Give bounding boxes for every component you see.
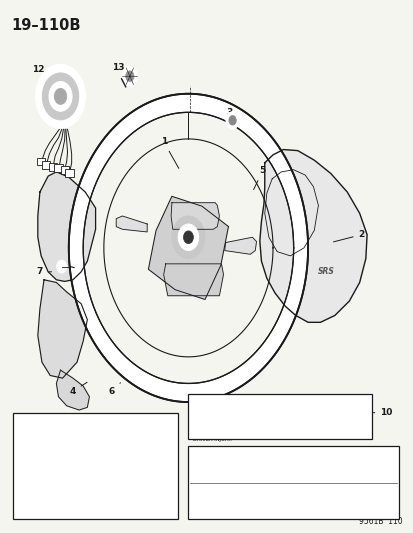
Bar (60, 166, 69, 174)
Polygon shape (69, 94, 307, 402)
Bar (37, 158, 45, 165)
Text: 13: 13 (112, 63, 124, 79)
Bar (54, 165, 62, 172)
Text: xxxxxxxxxxxxxxxxxxxxxxxxxxxxxxxxxxxxxxxxxxxxxxxxxxxxxxx: xxxxxxxxxxxxxxxxxxxxxxxxxxxxxxxxxxxxxxxx… (193, 477, 330, 480)
Text: 4: 4 (69, 382, 87, 396)
Text: 5: 5 (253, 166, 265, 190)
Bar (188, 394, 371, 439)
Polygon shape (116, 216, 147, 232)
Polygon shape (259, 150, 366, 322)
Text: xxxxxxxxxxxxxxxxxxxxxxxxxxxxxxxxxxxxxxxxxxxxxxxxxxxxxxx: xxxxxxxxxxxxxxxxxxxxxxxxxxxxxxxxxxxxxxxx… (193, 496, 330, 499)
Text: AIR BAG SYSTEM INFORMATION: AIR BAG SYSTEM INFORMATION (193, 449, 311, 455)
Circle shape (225, 112, 239, 129)
Circle shape (54, 88, 66, 104)
Text: INFORMATIONS SUR LE SYSTEME: INFORMATIONS SUR LE SYSTEME (193, 477, 300, 482)
Text: 19–110B: 19–110B (11, 18, 80, 33)
Text: SRS: SRS (318, 268, 334, 276)
Text: MB639049: MB639049 (118, 418, 171, 427)
Text: xxxxxxxxxxxxxxxxxxxxxxxxxxxxxxxxxxxxxxxxxxxxxxxxxxxxxxx: xxxxxxxxxxxxxxxxxxxxxxxxxxxxxxxxxxxxxxxx… (193, 502, 330, 506)
Text: xxxxxxxxxxxxxxxxxxxxxxxxxxxxxxxxxxxxxxxxxxxxxxxxxxxxxxx: xxxxxxxxxxxxxxxxxxxxxxxxxxxxxxxxxxxxxxxx… (193, 508, 330, 512)
Circle shape (126, 71, 134, 82)
Text: 3: 3 (226, 108, 232, 126)
Circle shape (228, 116, 236, 125)
Text: xxxxxxxxxxxxxxxxxxxxxxxxxxxxxxxxxxxxxxxxxxxxxxxxxxxxxxx: xxxxxxxxxxxxxxxxxxxxxxxxxxxxxxxxxxxxxxxx… (193, 457, 330, 462)
Text: 12: 12 (31, 66, 48, 80)
Bar (42, 161, 50, 168)
Text: 9561B  110: 9561B 110 (358, 517, 402, 526)
Polygon shape (171, 203, 219, 229)
Text: THIS VEHICLE HAS AN AIR BAG
SYSTEM. REFER TO SERVICE
MANUAL BEFORE SERVICING OR
: THIS VEHICLE HAS AN AIR BAG SYSTEM. REFE… (18, 429, 137, 498)
Circle shape (57, 260, 66, 273)
Bar (48, 163, 57, 171)
Circle shape (42, 73, 78, 120)
Text: 6: 6 (109, 383, 120, 396)
Text: CAUTION:  SRS: CAUTION: SRS (193, 398, 256, 407)
Text: 2: 2 (332, 230, 364, 242)
Circle shape (49, 82, 72, 111)
Circle shape (36, 64, 85, 128)
Text: xxxxxxxxxxxxxxxxxxxxxxxxxxxxxxxxxxxxxxxxxxxxxxxxxxxxxxx: xxxxxxxxxxxxxxxxxxxxxxxxxxxxxxxxxxxxxxxx… (193, 464, 330, 468)
Polygon shape (224, 237, 256, 254)
Text: 10: 10 (372, 408, 392, 417)
Text: LE BOOMA LE BANGA AIR LE BAG: LE BOOMA LE BANGA AIR LE BAG (193, 484, 300, 489)
Text: 9: 9 (20, 451, 41, 460)
Circle shape (178, 224, 198, 251)
Text: 11: 11 (379, 472, 392, 481)
Polygon shape (56, 370, 89, 410)
Bar (188, 446, 398, 519)
Polygon shape (38, 280, 87, 378)
Polygon shape (38, 172, 95, 281)
Bar (13, 413, 178, 519)
Bar (65, 168, 74, 176)
Circle shape (171, 216, 204, 259)
Polygon shape (148, 196, 228, 300)
Text: 7: 7 (37, 268, 52, 276)
Text: WARNING: WARNING (19, 418, 72, 428)
Text: 8: 8 (187, 400, 193, 431)
Text: xxxxxxxxxxxxxxxxxxxxxxxxxxxxxxxxxxxxxxxxxxxxxxxxxxxxxxx: xxxxxxxxxxxxxxxxxxxxxxxxxxxxxxxxxxxxxxxx… (193, 470, 330, 474)
Circle shape (122, 67, 137, 86)
Circle shape (183, 231, 193, 244)
Text: BEFORE REMOVAL OF STEERING GEARBOX, READ
SERVICE MANUAL. CENTER FRONT WHEELS AND: BEFORE REMOVAL OF STEERING GEARBOX, READ… (193, 406, 321, 442)
Text: 49: 49 (144, 419, 171, 429)
Polygon shape (163, 264, 223, 296)
Text: 1: 1 (160, 137, 178, 168)
